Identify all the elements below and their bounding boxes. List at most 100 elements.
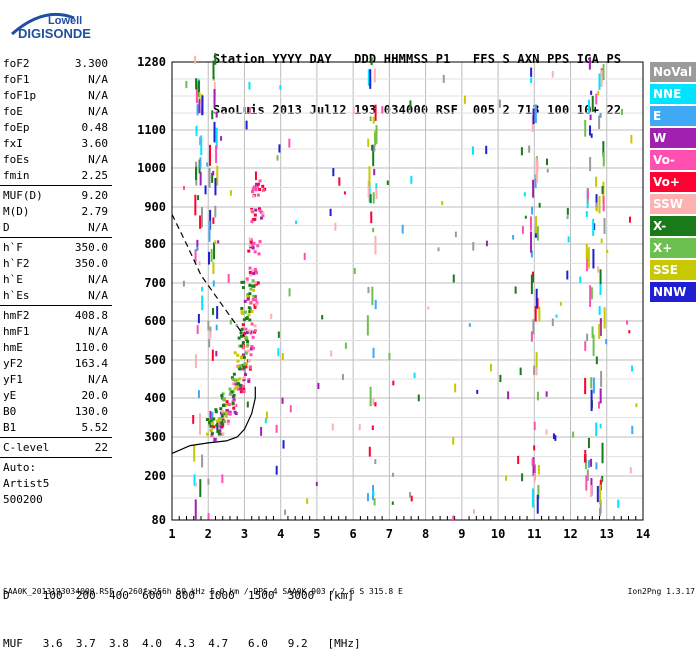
noise-dot bbox=[567, 236, 570, 243]
noise-dot bbox=[341, 374, 344, 381]
x-trace-echo bbox=[206, 432, 210, 436]
x-trace-echo bbox=[210, 422, 214, 426]
noise-dot bbox=[468, 323, 471, 327]
noise-dot bbox=[303, 252, 306, 260]
x-trace-echo bbox=[240, 310, 244, 314]
autoscale-info: Artist5 bbox=[3, 477, 50, 490]
noise-dot bbox=[388, 352, 391, 360]
noise-streak bbox=[597, 90, 600, 96]
noise-streak bbox=[533, 473, 536, 483]
muf-table: D 100 200 400 600 800 1000 1500 3000 [km… bbox=[3, 556, 361, 668]
noise-streak bbox=[200, 207, 203, 228]
x-trace-echo bbox=[232, 393, 236, 397]
param-name: fmin bbox=[3, 169, 30, 182]
noise-streak bbox=[213, 89, 216, 108]
noise-streak bbox=[372, 144, 375, 167]
x-trace-echo bbox=[237, 365, 241, 369]
noise-dot bbox=[221, 474, 224, 484]
o-trace-echo bbox=[253, 329, 257, 333]
noise-streak bbox=[368, 166, 371, 187]
noise-dot bbox=[523, 192, 526, 197]
polarization-legend: NoVal NNE E W Vo- Vo+ SSW X- X+ SSE NNW bbox=[650, 62, 696, 304]
noise-streak bbox=[531, 206, 534, 215]
noise-dot bbox=[243, 370, 246, 375]
param-b0: B0 130.0 bbox=[0, 404, 112, 420]
o-trace-echo bbox=[247, 349, 251, 353]
noise-dot bbox=[410, 175, 413, 184]
noise-streak bbox=[598, 115, 601, 130]
noise-dot bbox=[246, 401, 249, 408]
x-trace-echo bbox=[238, 367, 242, 371]
noise-streak bbox=[600, 69, 603, 87]
legend-voplus: Vo+ bbox=[650, 172, 696, 192]
x-trace-echo bbox=[242, 318, 246, 322]
noise-streak bbox=[214, 53, 217, 65]
param-mufd: MUF(D) 9.20 bbox=[0, 188, 112, 204]
o-trace-echo bbox=[251, 298, 255, 302]
o-trace-echo bbox=[253, 281, 257, 285]
noise-streak bbox=[197, 313, 200, 324]
noise-streak bbox=[372, 192, 375, 204]
noise-streak bbox=[195, 161, 198, 171]
noise-dot bbox=[254, 171, 257, 181]
noise-streak bbox=[591, 326, 594, 339]
noise-dot bbox=[235, 323, 238, 327]
x-trace-echo bbox=[216, 429, 220, 433]
noise-dot bbox=[260, 426, 263, 436]
o-trace-echo bbox=[249, 353, 253, 357]
noise-streak bbox=[370, 57, 373, 66]
o-trace-echo bbox=[251, 194, 255, 198]
x-trace-echo bbox=[214, 410, 218, 414]
x-trace-echo bbox=[238, 383, 242, 387]
param-separator bbox=[0, 437, 112, 438]
o-trace-echo bbox=[245, 345, 249, 349]
x-trace-echo bbox=[248, 310, 252, 314]
legend-vominus: Vo- bbox=[650, 150, 696, 170]
digisonde-logo: Lowell DIGISONDE bbox=[11, 12, 91, 41]
x-trace-echo bbox=[210, 432, 214, 436]
noise-streak bbox=[373, 68, 376, 83]
noise-dot bbox=[282, 440, 285, 449]
noise-streak bbox=[212, 262, 215, 275]
x-trace-echo bbox=[241, 286, 245, 290]
noise-streak bbox=[530, 231, 533, 253]
o-trace-echo bbox=[241, 323, 245, 327]
logo-swoosh bbox=[11, 12, 75, 36]
noise-dot bbox=[265, 411, 268, 420]
param-md: M(D) 2.79 bbox=[0, 204, 112, 220]
param-fof2: foF2 3.300 bbox=[0, 56, 112, 72]
param-value: 5.52 bbox=[81, 421, 109, 434]
noise-streak bbox=[591, 95, 594, 112]
x-trace-echo bbox=[223, 420, 227, 424]
noise-dot bbox=[281, 397, 284, 404]
o-trace-echo bbox=[242, 378, 246, 382]
noise-streak bbox=[194, 249, 197, 263]
noise-streak bbox=[374, 459, 377, 465]
param-separator bbox=[0, 457, 112, 458]
x-trace-echo bbox=[230, 390, 234, 394]
noise-streak bbox=[599, 423, 602, 429]
x-tick-label: 5 bbox=[313, 527, 320, 541]
noise-streak bbox=[600, 238, 603, 244]
noise-streak bbox=[195, 98, 198, 104]
noise-streak bbox=[599, 499, 602, 514]
param-value: 22 bbox=[94, 441, 108, 454]
noise-dot bbox=[601, 186, 604, 195]
noise-streak bbox=[590, 287, 593, 300]
o-trace-echo bbox=[261, 184, 265, 188]
scaled-parameters: foF2 3.300 foF1 N/A foF1p N/A foE N/A foEp 0.48 fx… bbox=[0, 56, 112, 508]
o-trace-echo bbox=[239, 387, 243, 391]
noise-streak bbox=[199, 136, 202, 146]
noise-dot bbox=[566, 270, 569, 280]
noise-dot bbox=[321, 315, 324, 320]
noise-dot bbox=[555, 314, 558, 318]
o-trace-echo bbox=[218, 429, 222, 433]
param-value: N/A bbox=[88, 289, 108, 302]
noise-streak bbox=[366, 315, 369, 336]
x-trace-echo bbox=[205, 418, 209, 422]
x-trace-echo bbox=[224, 414, 228, 418]
noise-dot bbox=[344, 342, 347, 349]
o-trace-echo bbox=[258, 240, 262, 244]
x-tick-label: 4 bbox=[277, 527, 284, 541]
x-tick-label: 9 bbox=[458, 527, 465, 541]
